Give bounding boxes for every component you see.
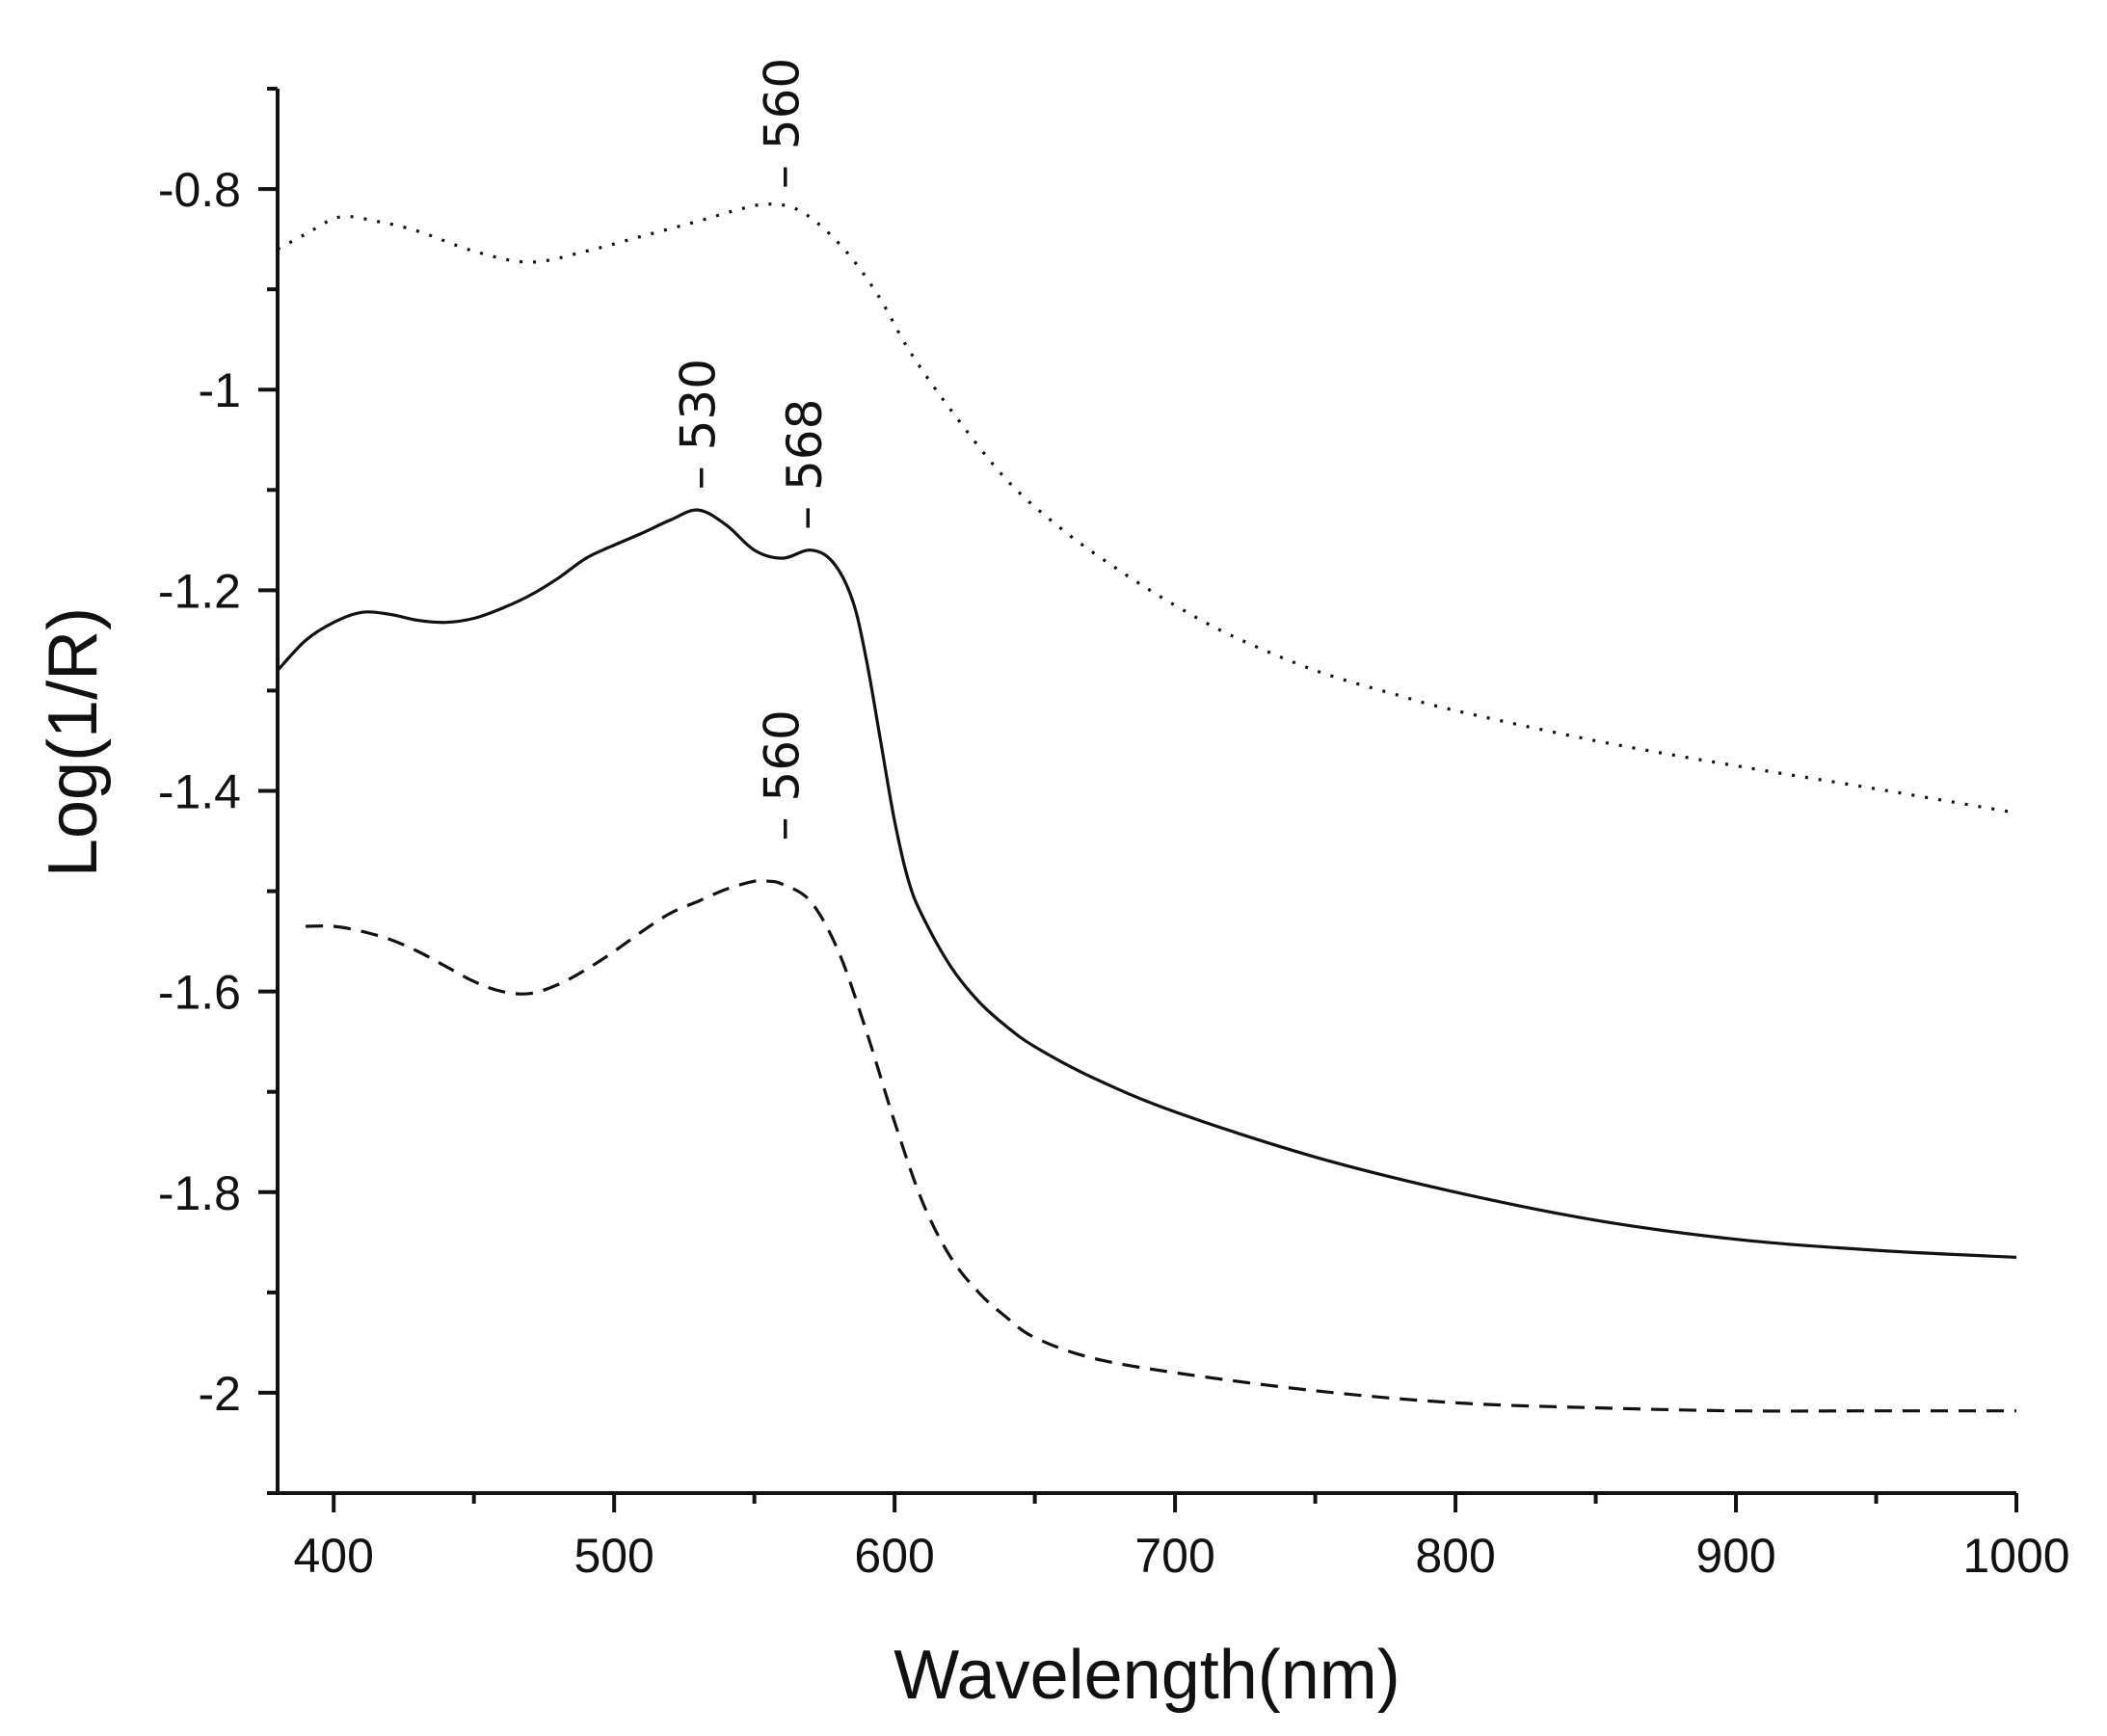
y-tick-label: -1: [199, 363, 241, 417]
x-tick-label: 800: [1415, 1529, 1495, 1583]
y-tick-label: -1.2: [158, 564, 241, 618]
series-line-solid: [276, 508, 2017, 1259]
y-axis-ticks: -0.8 -1 -1.2 -1.4 -1.6 -1.8 -2: [158, 87, 278, 1495]
plot-area: [276, 202, 2017, 1413]
x-axis-title: Wavelength(nm): [893, 1637, 1400, 1714]
x-tick-label: 600: [854, 1529, 934, 1583]
x-tick-label: 1000: [1962, 1529, 2069, 1583]
peak-annotation-560: – 560: [755, 58, 811, 189]
x-tick-label: 900: [1695, 1529, 1775, 1583]
x-tick-label: 500: [573, 1529, 653, 1583]
x-tick-label: 700: [1134, 1529, 1214, 1583]
y-tick-label: -1.6: [158, 966, 241, 1020]
peak-annotation-530: – 530: [671, 359, 727, 490]
y-axis-title: Log(1/R): [35, 607, 112, 877]
peak-annotation-568: – 568: [777, 399, 833, 530]
series-line-dotted: [277, 202, 2017, 815]
y-tick-label: -2: [199, 1367, 241, 1421]
peak-annotations: – 560 – 530 – 568 – 560: [671, 58, 834, 841]
peak-annotation-560: – 560: [755, 709, 811, 841]
x-tick-label: 400: [293, 1529, 373, 1583]
y-tick-label: -1.4: [158, 765, 241, 819]
x-axis-ticks: 400 500 600 700 800 900 1000: [293, 1493, 2070, 1583]
series-line-dashed: [306, 878, 2016, 1413]
y-tick-label: -1.8: [158, 1166, 241, 1220]
y-tick-label: -0.8: [158, 163, 241, 217]
